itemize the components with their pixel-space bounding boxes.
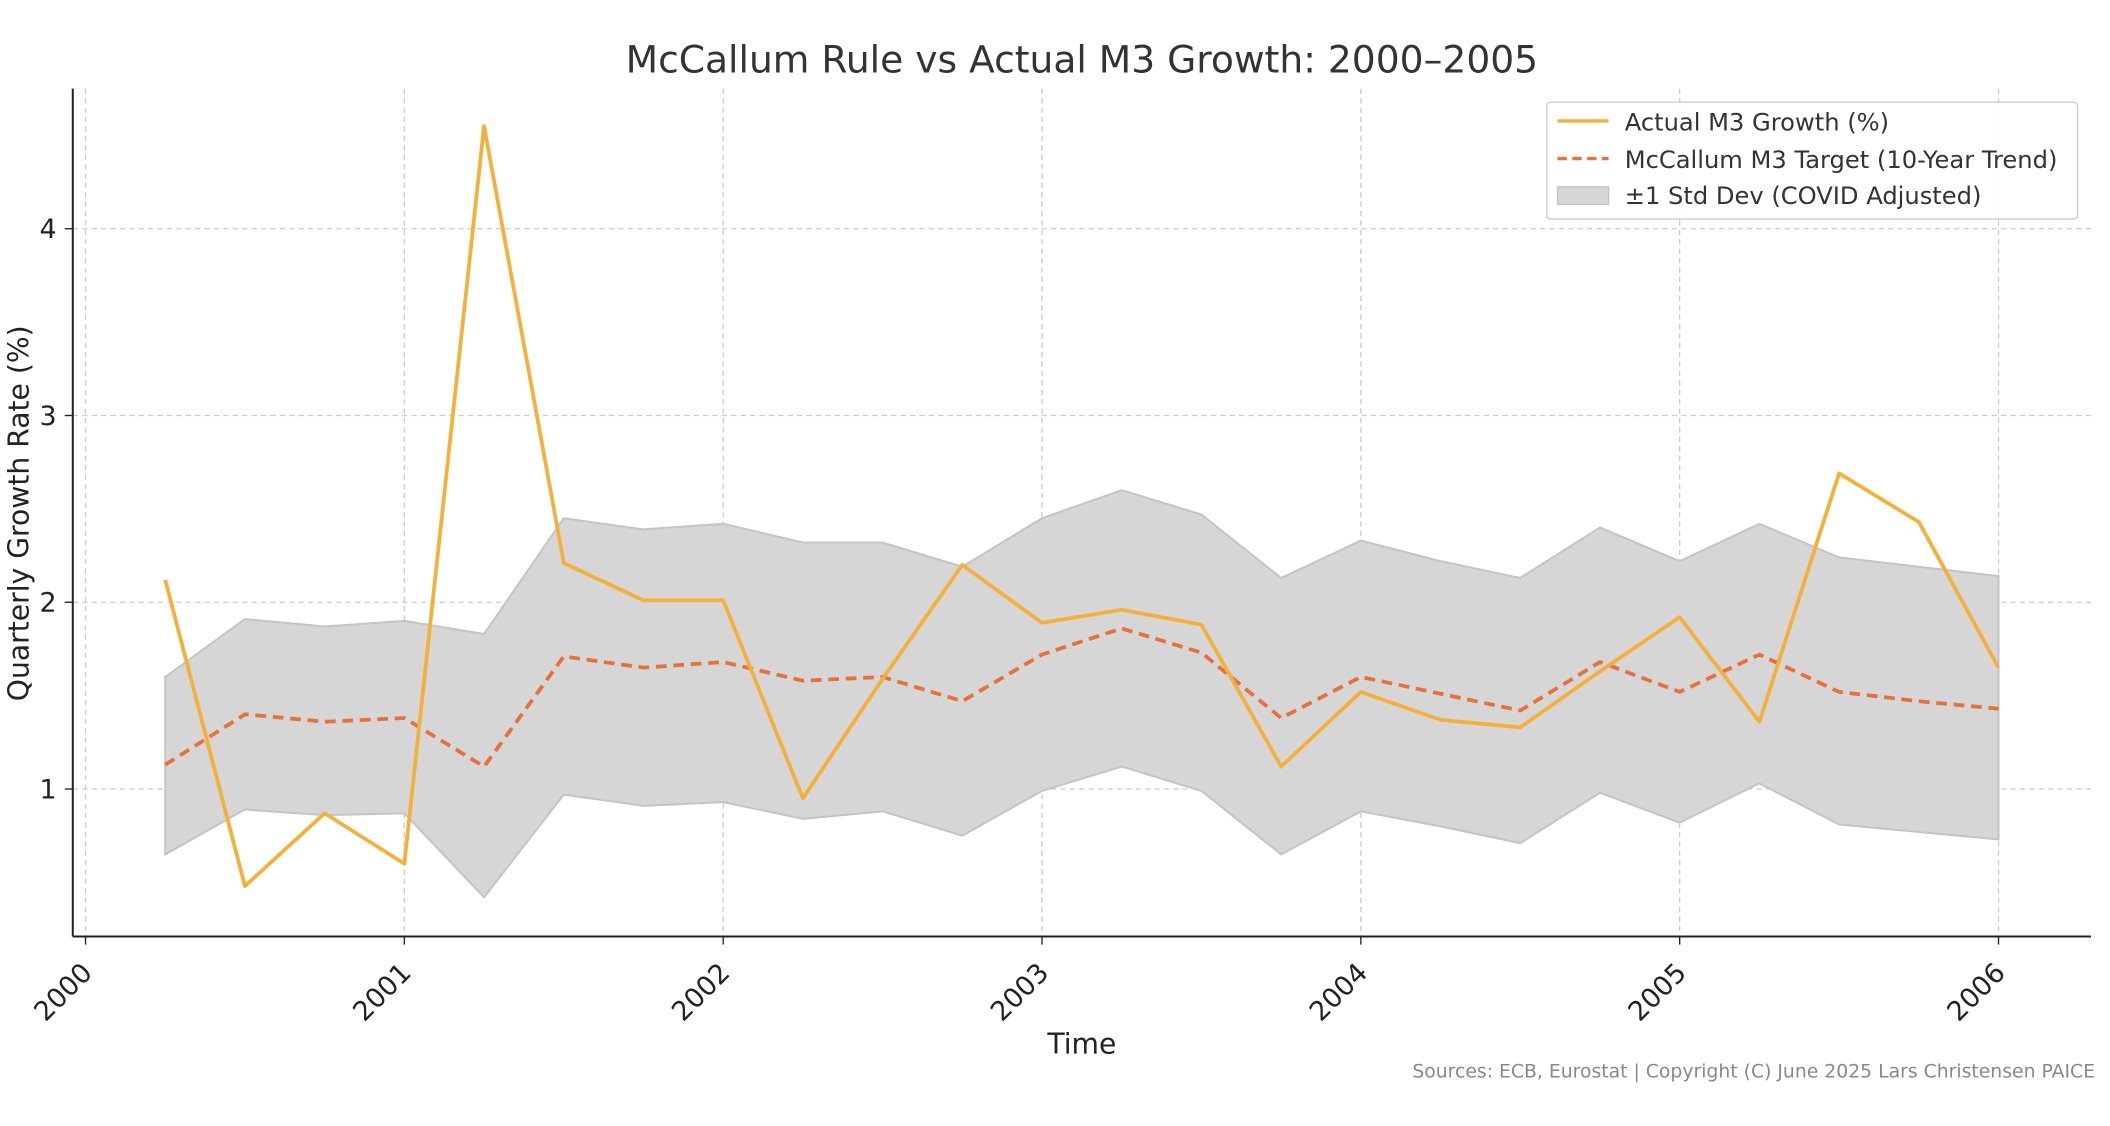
y-tick-label: 4 <box>40 214 57 245</box>
source-annotation: Sources: ECB, Eurostat | Copyright (C) J… <box>1412 1062 2095 1083</box>
x-tick-label: 2001 <box>347 957 417 1027</box>
y-axis-label: Quarterly Growth Rate (%) <box>2 325 35 701</box>
target-line <box>164 626 1999 769</box>
legend: Actual M3 Growth (%) McCallum M3 Target … <box>1546 101 2079 220</box>
x-tick-label: 2003 <box>985 957 1055 1027</box>
x-axis-label: Time <box>1046 1027 1116 1060</box>
legend-target-label: McCallum M3 Target (10-Year Trend) <box>1625 146 2058 174</box>
std-dev-band <box>164 489 2000 899</box>
x-tick-label: 2004 <box>1304 957 1374 1027</box>
legend-actual-label: Actual M3 Growth (%) <box>1625 108 1889 136</box>
x-tick-label: 2000 <box>28 957 98 1027</box>
legend-band-label: ±1 Std Dev (COVID Adjusted) <box>1625 182 1982 210</box>
x-tick-label: 2006 <box>1941 957 2011 1027</box>
chart-title: McCallum Rule vs Actual M3 Growth: 2000–… <box>626 38 1539 82</box>
legend-band-swatch <box>1556 186 1610 205</box>
y-tick-label: 1 <box>40 774 57 805</box>
y-tick-label: 3 <box>40 401 57 432</box>
x-tick-label: 2002 <box>666 957 736 1027</box>
actual-line <box>163 124 2001 888</box>
series-lines <box>163 124 2001 888</box>
x-tick-label: 2005 <box>1623 957 1693 1027</box>
y-tick-label: 2 <box>40 588 57 619</box>
